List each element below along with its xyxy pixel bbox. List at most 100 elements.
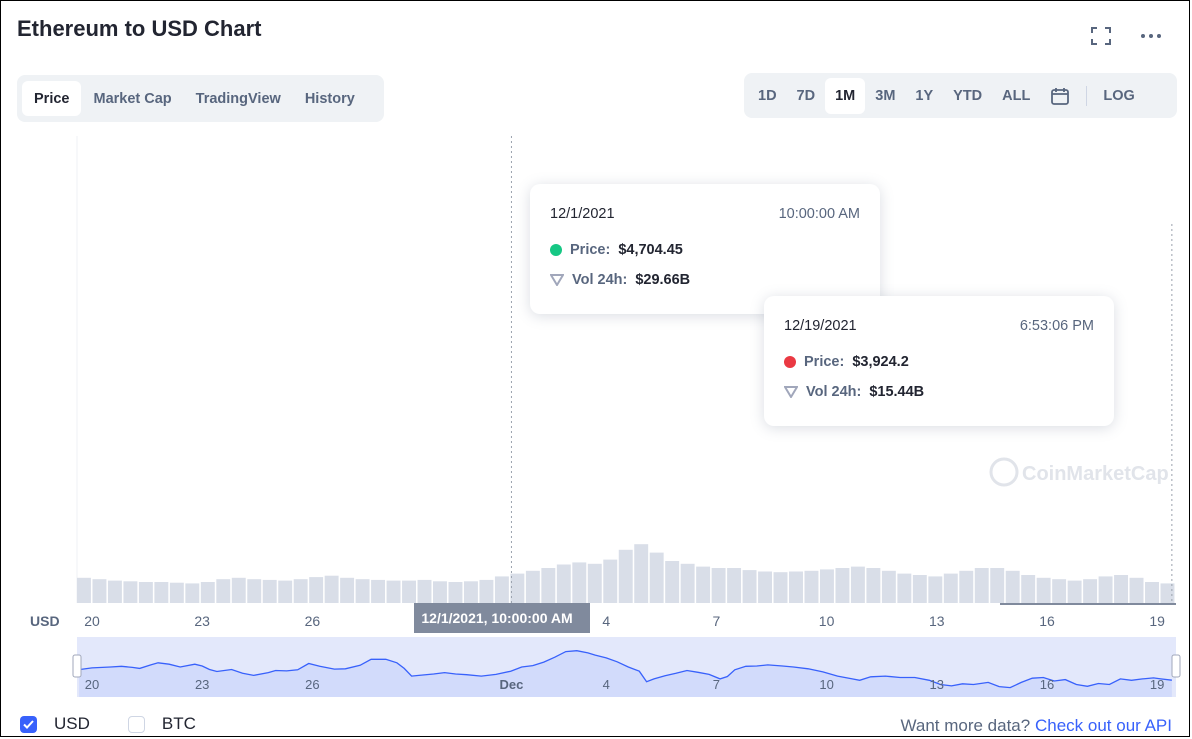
x-tick-label: 4 xyxy=(602,613,610,629)
chart-type-tabs: Price Market Cap TradingView History xyxy=(17,75,384,122)
volume-bar xyxy=(603,559,618,603)
usd-checkbox[interactable] xyxy=(20,715,37,733)
navigator-tick-label: 26 xyxy=(305,677,319,692)
volume-bar xyxy=(448,582,463,603)
volume-bar xyxy=(216,579,231,603)
volume-bar xyxy=(711,568,726,603)
crosshair-label: 12/1/2021, 10:00:00 AM xyxy=(421,610,572,626)
volume-bar xyxy=(556,564,571,603)
range-1y[interactable]: 1Y xyxy=(915,87,934,104)
tab-tradingview[interactable]: TradingView xyxy=(195,90,281,107)
range-7d[interactable]: 7D xyxy=(796,87,816,104)
tooltip-vol: $29.66B xyxy=(635,272,691,288)
volume-bar xyxy=(386,580,401,603)
x-tick-label: 10 xyxy=(819,613,835,629)
x-tick-label: 16 xyxy=(1039,613,1055,629)
volume-bar xyxy=(789,571,803,603)
volume-bar xyxy=(819,569,834,603)
navigator-tick-label: Dec xyxy=(500,677,524,692)
range-all[interactable]: ALL xyxy=(1002,87,1031,104)
price-dot-icon xyxy=(550,244,562,256)
volume-bar xyxy=(742,570,757,603)
navigator-tick-label: 4 xyxy=(603,677,610,692)
volume-bar xyxy=(402,580,416,603)
volume-bar xyxy=(200,582,215,603)
navigator-tick-label: 10 xyxy=(819,677,833,692)
btc-checkbox[interactable] xyxy=(127,715,145,733)
navigator-area xyxy=(79,650,1172,697)
x-tick-label: 19 xyxy=(1149,613,1165,629)
volume-bar xyxy=(371,579,386,603)
api-promo: Want more data? Check out our API xyxy=(900,716,1172,736)
calendar-icon[interactable] xyxy=(1040,78,1080,114)
time-range-selector: 1D 7D 1M 3M 1Y YTD ALL LOG xyxy=(744,73,1177,118)
range-ytd[interactable]: YTD xyxy=(953,87,983,104)
page-title: Ethereum to USD Chart xyxy=(17,16,262,41)
volume-bar xyxy=(572,562,587,603)
volume-bar xyxy=(1067,580,1082,603)
more-options-icon[interactable] xyxy=(1140,26,1162,46)
tooltip-vol: $15.44B xyxy=(869,384,925,400)
tab-market-cap[interactable]: Market Cap xyxy=(93,90,172,107)
range-divider xyxy=(1086,85,1088,106)
tab-history[interactable]: History xyxy=(304,90,355,107)
crosshair-badge xyxy=(414,603,590,633)
x-tick-label: 26 xyxy=(305,613,321,629)
volume-bar xyxy=(835,568,850,603)
volume-bar xyxy=(1021,575,1036,603)
volume-bar xyxy=(959,570,974,603)
volume-bar xyxy=(649,552,664,603)
volume-bar xyxy=(912,575,927,603)
navigator-tick-label: 7 xyxy=(713,677,720,692)
volume-bar xyxy=(866,568,881,603)
x-tick-label: 13 xyxy=(929,613,945,629)
tooltip-12-19: 12/19/2021 6:53:06 PM Price: $3,924.2 Vo… xyxy=(764,296,1114,426)
tooltip-price-label: Price: xyxy=(804,354,845,370)
navigator-tick-label: 13 xyxy=(930,677,944,692)
volume-bar xyxy=(1145,582,1159,603)
volume-bar xyxy=(1098,576,1113,603)
tooltip-price-label: Price: xyxy=(570,242,611,258)
volume-bar xyxy=(1129,577,1144,603)
navigator-handle-left[interactable] xyxy=(72,654,82,678)
range-1m[interactable]: 1M xyxy=(825,77,866,114)
x-tick-label: 7 xyxy=(713,613,721,629)
navigator-tick-label: 20 xyxy=(85,677,99,692)
tab-price[interactable]: Price xyxy=(22,81,82,116)
navigator-line xyxy=(79,650,1172,689)
volume-bar xyxy=(123,581,138,603)
tooltip-price: $4,704.45 xyxy=(618,242,683,258)
tooltip-12-1: 12/1/2021 10:00:00 AM Price: $4,704.45 V… xyxy=(530,184,880,314)
volume-bar xyxy=(1052,579,1067,603)
volume-bar xyxy=(138,582,153,603)
volume-bar xyxy=(185,583,200,603)
volume-icon xyxy=(784,386,798,398)
fullscreen-icon[interactable] xyxy=(1090,26,1112,46)
volume-bar xyxy=(727,568,742,603)
volume-bar xyxy=(463,581,478,603)
volume-bar xyxy=(154,582,169,603)
volume-bar xyxy=(850,566,865,603)
volume-bar xyxy=(1114,575,1129,603)
volume-bar xyxy=(680,563,695,603)
log-toggle[interactable]: LOG xyxy=(1103,87,1135,104)
range-3m[interactable]: 3M xyxy=(875,87,896,104)
navigator-tick-label: 19 xyxy=(1150,677,1164,692)
navigator-handle-right[interactable] xyxy=(1171,654,1181,678)
volume-bar xyxy=(990,568,1005,603)
navigator-tick-label: 16 xyxy=(1040,677,1054,692)
volume-bar xyxy=(665,561,680,603)
volume-bar xyxy=(262,579,277,603)
volume-bar xyxy=(773,572,788,603)
api-link[interactable]: Check out our API xyxy=(1034,716,1172,735)
volume-bar xyxy=(525,570,540,603)
tooltip-vol-label: Vol 24h: xyxy=(806,384,862,400)
range-1d[interactable]: 1D xyxy=(758,87,777,104)
volume-bar xyxy=(1083,579,1098,603)
volume-bar xyxy=(324,575,339,603)
volume-bar xyxy=(804,570,819,603)
volume-bar xyxy=(340,577,355,603)
volume-bar xyxy=(1160,583,1175,603)
watermark: CoinMarketCap xyxy=(1022,463,1169,485)
